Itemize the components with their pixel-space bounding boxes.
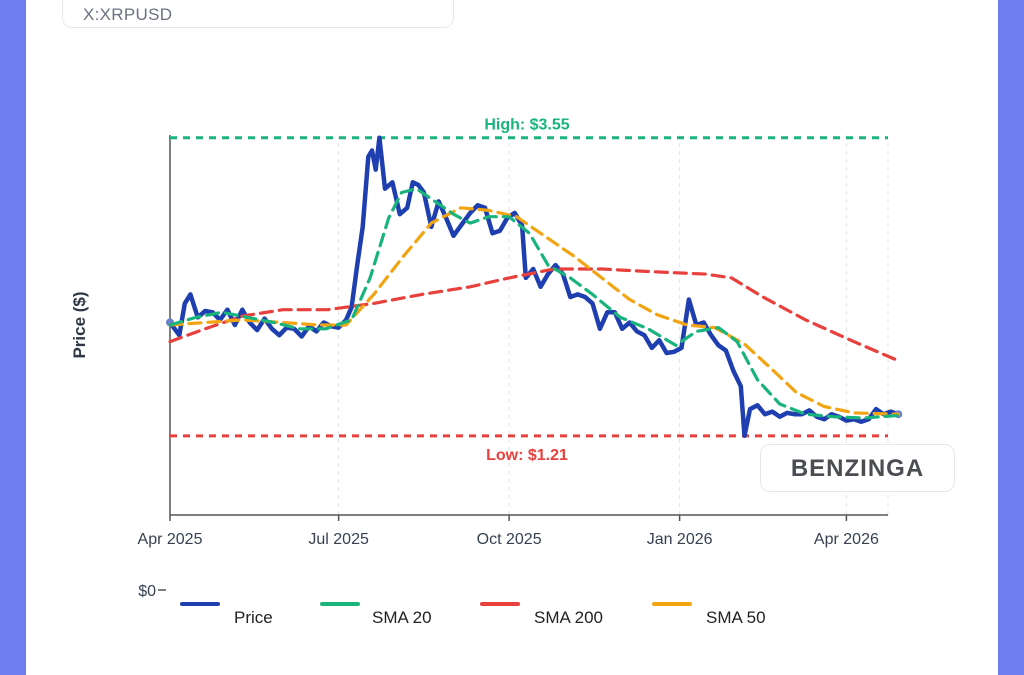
series-lines bbox=[166, 135, 903, 439]
legend-swatch bbox=[180, 602, 220, 606]
sma20-line bbox=[168, 187, 900, 420]
high-label: High: $3.55 bbox=[484, 117, 569, 134]
y-ticks: $0 bbox=[138, 583, 166, 600]
legend-label: SMA 200 bbox=[534, 608, 603, 627]
x-tick-label: Jul 2025 bbox=[308, 531, 369, 548]
ticker-symbol: X:XRPUSD bbox=[83, 5, 173, 24]
benzinga-logo: BENZINGA bbox=[760, 444, 955, 492]
legend-label: Price bbox=[234, 608, 273, 627]
y-tick-label: $0 bbox=[138, 583, 156, 600]
x-tick-label: Oct 2025 bbox=[477, 531, 542, 548]
reference-lines: High: $3.55 Low: $1.21 bbox=[170, 117, 888, 464]
logo-text: BENZINGA bbox=[790, 455, 925, 482]
legend-label: SMA 20 bbox=[372, 608, 432, 627]
legend-label: SMA 50 bbox=[706, 608, 766, 627]
sma50-line bbox=[168, 206, 900, 416]
sma200-line bbox=[168, 267, 900, 363]
x-ticks: Apr 2025 Jul 2025 Oct 2025 Jan 2026 Apr 2026 bbox=[138, 515, 879, 548]
legend-swatch bbox=[320, 602, 360, 606]
x-tick-label: Apr 2025 bbox=[138, 531, 203, 548]
x-tick-label: Jan 2026 bbox=[647, 531, 713, 548]
low-label: Low: $1.21 bbox=[486, 447, 568, 464]
price-line bbox=[167, 135, 901, 439]
legend-swatch bbox=[652, 602, 692, 606]
chart-card bbox=[26, 0, 998, 675]
x-tick-label: Apr 2026 bbox=[814, 531, 879, 548]
legend-swatch bbox=[480, 602, 520, 606]
ticker-field[interactable]: X:XRPUSD bbox=[62, 0, 454, 28]
